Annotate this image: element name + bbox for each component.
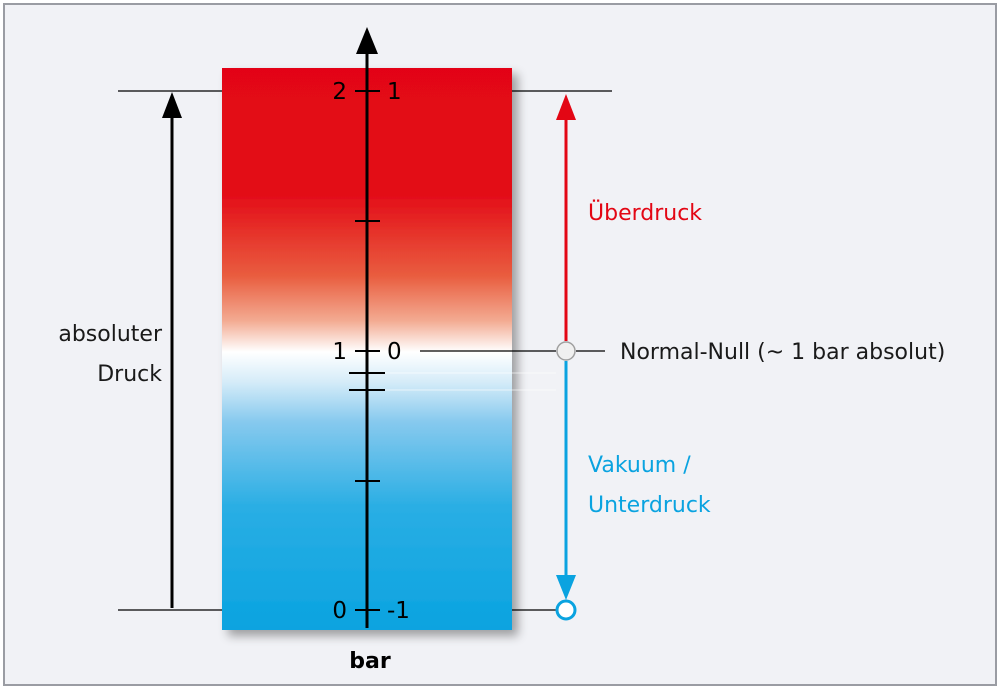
relative-tick-label-bottom: -1 xyxy=(387,598,410,624)
absolute-pressure-arrowhead-icon xyxy=(162,92,182,118)
overpressure-arrowhead-icon xyxy=(556,94,576,120)
overpressure-label: Überdruck xyxy=(588,200,702,226)
normal-zero-label: Normal-Null (~ 1 bar absolut) xyxy=(620,340,945,365)
axis-unit-label: bar xyxy=(349,649,391,674)
absolute-pressure-label-line1: absoluter xyxy=(58,322,163,347)
vacuum-end-marker-icon xyxy=(555,599,577,621)
vacuum-label-line1: Vakuum / xyxy=(588,453,691,478)
absolute-pressure-label-line2: Druck xyxy=(97,362,162,387)
relative-tick-label-top: 1 xyxy=(387,79,402,105)
vacuum-arrowhead-icon xyxy=(556,575,576,600)
absolute-tick-label-bottom: 0 xyxy=(332,598,347,624)
vacuum-label-line2: Unterdruck xyxy=(588,493,711,518)
absolute-tick-label-top: 2 xyxy=(332,79,347,105)
absolute-tick-label-middle: 1 xyxy=(332,339,347,365)
normal-zero-marker-icon xyxy=(556,341,576,361)
relative-tick-label-middle: 0 xyxy=(387,339,402,365)
bar-axis-arrowhead-icon xyxy=(356,27,378,54)
